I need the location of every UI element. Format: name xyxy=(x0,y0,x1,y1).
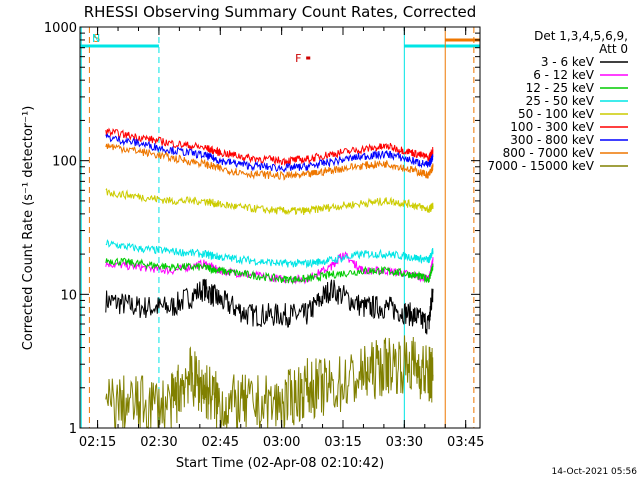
y-tick-label: 100 xyxy=(52,155,77,170)
legend-header-line-2: Att 0 xyxy=(599,42,628,56)
series-line-9 xyxy=(105,335,434,430)
x-tick-label: 03:30 xyxy=(386,435,423,450)
x-tick-label: 03:45 xyxy=(447,435,484,450)
legend-label-7: 300 - 800 keV xyxy=(510,133,594,147)
series-line-5 xyxy=(105,188,434,216)
x-axis: 02:15 02:30 02:45 03:00 03:15 03:30 03:45 xyxy=(79,27,484,450)
x-tick-label: 03:00 xyxy=(263,435,300,450)
legend-header-line-1: Det 1,3,4,5,6,9, xyxy=(534,29,628,43)
x-tick-label: 02:15 xyxy=(79,435,116,450)
legend-label-5: 50 - 100 keV xyxy=(518,107,595,121)
series-line-7 xyxy=(105,132,434,173)
legend-label-6: 100 - 300 keV xyxy=(510,120,594,134)
legend-label-3: 12 - 25 keV xyxy=(526,81,595,95)
chart-title: RHESSI Observing Summary Count Rates, Co… xyxy=(84,3,477,21)
y-tick-label: 1 xyxy=(69,422,77,437)
x-tick-label: 03:15 xyxy=(324,435,361,450)
footer-timestamp: 14-Oct-2021 05:56 xyxy=(552,467,638,477)
plot-area: SN F xyxy=(80,27,480,430)
flag-label-3: F xyxy=(295,52,301,65)
plot-frame xyxy=(79,26,481,429)
legend-label-8: 800 - 7000 keV xyxy=(503,146,595,160)
x-tick-label: 02:45 xyxy=(202,435,239,450)
series-line-4 xyxy=(105,239,434,269)
flag-label-2: N xyxy=(92,32,100,45)
y-tick-label: 10 xyxy=(60,288,77,303)
y-axis: 1 10 100 1000 xyxy=(44,21,480,437)
legend-label-2: 6 - 12 keV xyxy=(533,68,595,82)
y-tick-label: 1000 xyxy=(44,21,77,36)
x-tick-label: 02:30 xyxy=(140,435,177,450)
x-axis-label: Start Time (02-Apr-08 02:10:42) xyxy=(176,456,384,471)
legend-label-9: 7000 - 15000 keV xyxy=(487,159,594,173)
series-line-1 xyxy=(105,278,434,335)
legend-label-4: 25 - 50 keV xyxy=(526,94,595,108)
legend-label-1: 3 - 6 keV xyxy=(541,55,595,69)
series-line-8 xyxy=(105,143,434,181)
y-axis-label: Corrected Count Rate (s⁻¹ detector⁻¹) xyxy=(21,106,36,351)
series-line-6 xyxy=(105,127,434,166)
flag-label-1: S xyxy=(93,32,100,45)
series-line-3 xyxy=(105,257,434,285)
